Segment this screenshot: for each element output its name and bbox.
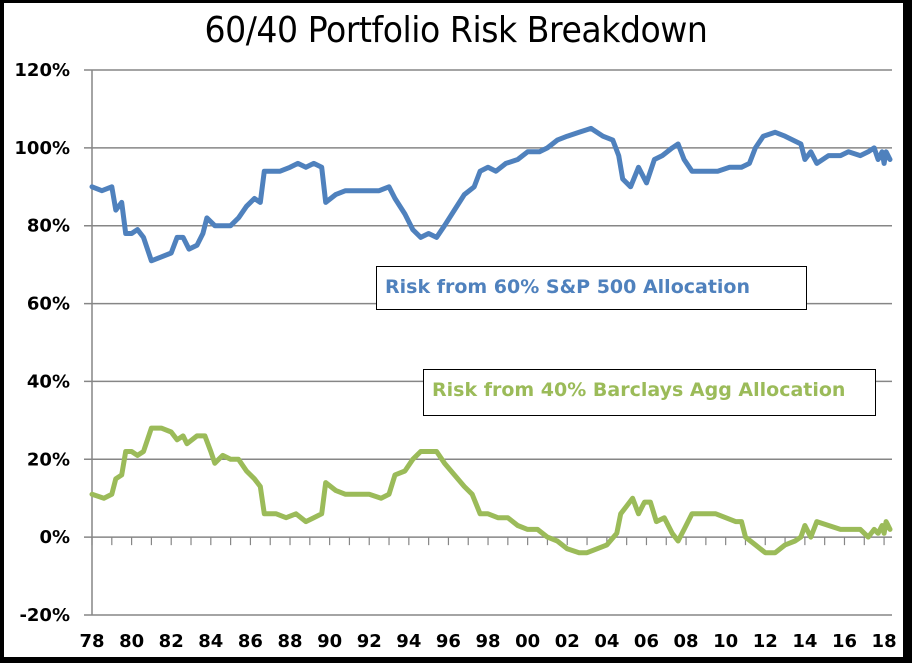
x-tick-label: 02 <box>555 631 580 652</box>
x-tick-label: 18 <box>872 631 897 652</box>
gridlines <box>84 69 892 616</box>
x-tick-label: 86 <box>238 631 263 652</box>
x-tick-label: 10 <box>713 631 738 652</box>
y-tick-label: 40% <box>27 371 70 392</box>
x-axis-ticks: 78 80 82 84 86 88 90 92 94 96 98 00 02 04 06 08 10 12 14 16… <box>79 631 896 652</box>
x-tick-label: 84 <box>198 631 223 652</box>
axes <box>91 70 885 615</box>
series-line-sp500 <box>89 125 893 264</box>
x-tick-label: 06 <box>634 631 659 652</box>
y-tick-label: 80% <box>27 216 70 237</box>
y-tick-label: 120% <box>14 60 70 81</box>
x-tick-label: 88 <box>277 631 302 652</box>
x-tick-label: 08 <box>674 631 699 652</box>
y-tick-label: 100% <box>14 138 70 159</box>
x-tick-label: 00 <box>515 631 540 652</box>
x-tick-label: 82 <box>159 631 184 652</box>
series-lines <box>89 125 893 556</box>
legend-sp500: Risk from 60% S&P 500 Allocation <box>376 266 807 310</box>
x-tick-label: 78 <box>79 631 104 652</box>
x-tick-label: 98 <box>476 631 501 652</box>
y-axis-ticks: -20% 0% 20% 40% 60% 80% 100% 120% <box>14 60 70 626</box>
x-tick-label: 92 <box>357 631 382 652</box>
x-tick-label: 80 <box>119 631 144 652</box>
y-tick-label: -20% <box>19 605 70 626</box>
chart-title: 60/40 Portfolio Risk Breakdown <box>204 10 708 51</box>
x-tick-label: 90 <box>317 631 342 652</box>
x-tick-label: 12 <box>753 631 778 652</box>
y-tick-label: 60% <box>27 294 70 315</box>
x-tick-label: 16 <box>832 631 857 652</box>
x-tick-label: 04 <box>594 631 619 652</box>
x-tick-label: 14 <box>792 631 817 652</box>
y-tick-label: 0% <box>39 527 70 548</box>
legend-barclays-agg: Risk from 40% Barclays Agg Allocation <box>423 369 876 416</box>
y-tick-label: 20% <box>27 449 70 470</box>
x-tick-label: 96 <box>436 631 461 652</box>
series-line-barclays-agg <box>89 425 893 556</box>
x-tick-label: 94 <box>396 631 421 652</box>
